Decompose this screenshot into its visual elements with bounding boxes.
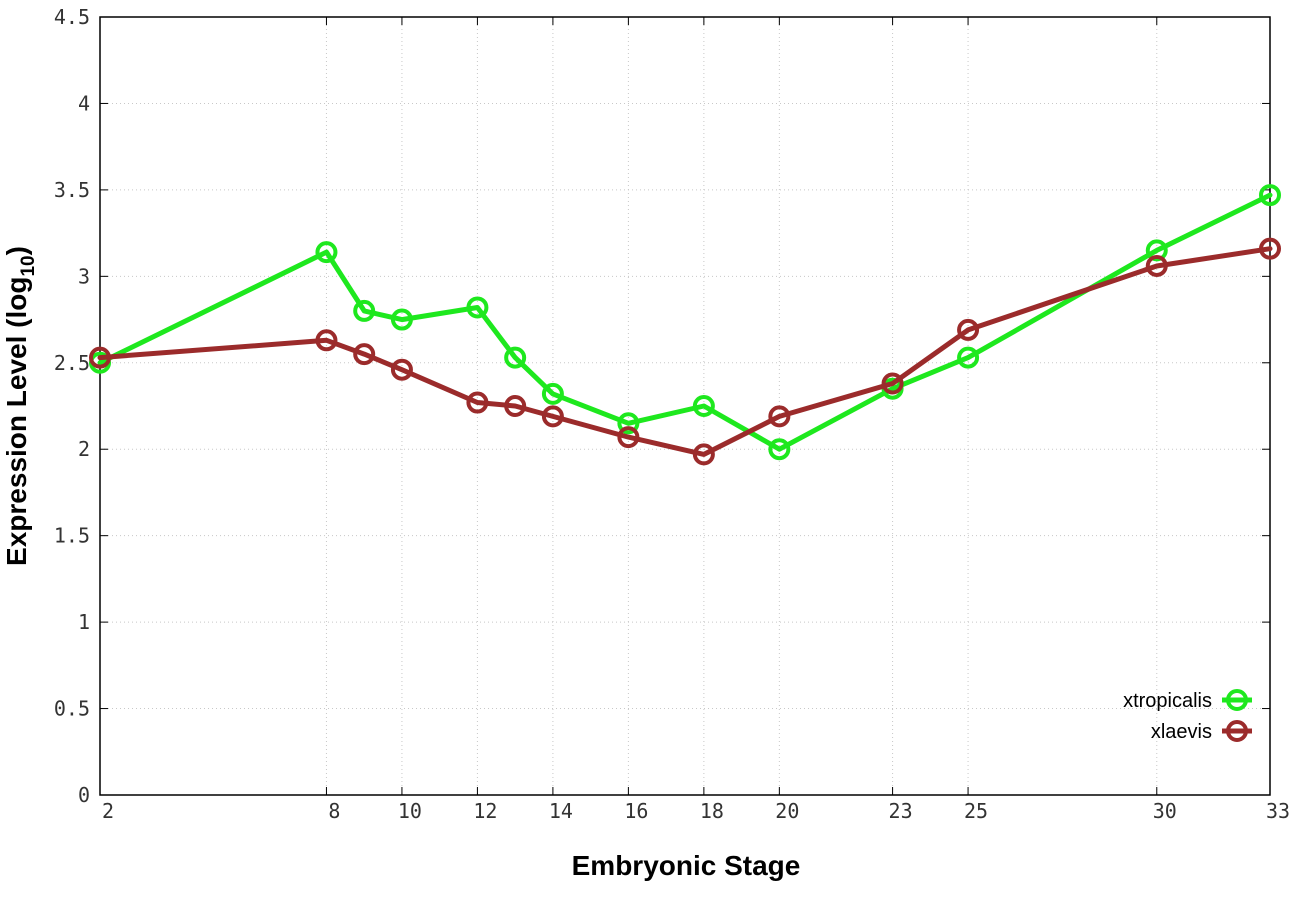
y-tick-label: 4.5	[54, 5, 90, 29]
x-tick-label: 18	[700, 799, 724, 823]
series-xtropicalis	[89, 184, 1281, 461]
x-tick-label: 30	[1153, 799, 1177, 823]
series-xlaevis	[89, 237, 1281, 466]
y-axis-title: Expression Level (log10)	[1, 246, 39, 566]
legend-label-xlaevis: xlaevis	[1151, 721, 1212, 743]
data-point-xtropicalis	[390, 308, 413, 331]
data-point-xlaevis	[957, 318, 980, 341]
data-point-xtropicalis	[957, 346, 980, 369]
legend: xtropicalis xlaevis	[1123, 689, 1252, 743]
y-tick-label: 3	[78, 264, 90, 288]
y-tick-label: 0	[78, 783, 90, 807]
data-point-xlaevis	[390, 358, 413, 381]
series-line-xtropicalis	[97, 192, 1273, 452]
data-point-xlaevis	[617, 426, 640, 449]
data-point-xlaevis	[541, 405, 564, 428]
x-axis-title: Embryonic Stage	[572, 850, 801, 881]
x-tick-label: 20	[775, 799, 799, 823]
data-point-xtropicalis	[768, 438, 791, 461]
data-point-xlaevis	[1145, 254, 1168, 277]
x-tick-label: 10	[398, 799, 422, 823]
y-tick-label: 1.5	[54, 524, 90, 548]
data-point-xlaevis	[692, 443, 715, 466]
legend-marker-xtropicalis	[1226, 689, 1248, 711]
x-tick-label: 12	[473, 799, 497, 823]
data-point-xlaevis	[881, 372, 904, 395]
axis-ticks: 0 0.5 1 1.5 2 2.5 3 3.5 4 4.5 2 8 10 12 14 16 18 20 23 25 30…	[54, 5, 1290, 823]
data-point-xtropicalis	[315, 241, 338, 264]
y-tick-label: 4	[78, 91, 90, 115]
data-point-xtropicalis	[466, 296, 489, 319]
data-point-xlaevis	[504, 395, 527, 417]
data-point-xtropicalis	[353, 299, 376, 322]
data-point-xtropicalis	[617, 412, 640, 435]
data-point-xlaevis	[353, 343, 376, 366]
data-point-xtropicalis	[1259, 184, 1281, 207]
data-point-xlaevis	[768, 405, 791, 428]
y-tick-label: 2.5	[54, 351, 90, 375]
data-point-xtropicalis	[504, 346, 527, 369]
legend-label-xtropicalis: xtropicalis	[1123, 690, 1212, 712]
x-tick-label: 23	[889, 799, 913, 823]
y-axis-title-main: Expression Level (log	[1, 277, 32, 566]
x-tick-label: 16	[624, 799, 648, 823]
series-group	[89, 184, 1281, 466]
x-tick-label: 8	[328, 799, 340, 823]
legend-marker-xlaevis	[1226, 720, 1248, 742]
y-axis-title-subscript: 10	[18, 255, 39, 276]
plot-frame	[99, 16, 1271, 796]
y-tick-label: 2	[78, 437, 90, 461]
y-tick-label: 1	[78, 610, 90, 634]
data-point-xtropicalis	[692, 395, 715, 417]
x-tick-label: 14	[549, 799, 573, 823]
data-point-xlaevis	[1259, 237, 1281, 260]
data-point-xlaevis	[466, 391, 489, 414]
x-tick-label: 33	[1266, 799, 1290, 823]
y-tick-label: 0.5	[54, 697, 90, 721]
data-point-xlaevis	[89, 346, 111, 369]
y-tick-label: 3.5	[54, 178, 90, 202]
y-axis-title-close: )	[1, 246, 32, 255]
x-tick-label: 25	[964, 799, 988, 823]
data-point-xlaevis	[315, 329, 338, 352]
series-line-xlaevis	[97, 246, 1273, 457]
data-point-xtropicalis	[541, 382, 564, 405]
grid	[100, 17, 1270, 795]
x-tick-label: 2	[102, 799, 114, 823]
data-point-xtropicalis	[1145, 239, 1168, 262]
